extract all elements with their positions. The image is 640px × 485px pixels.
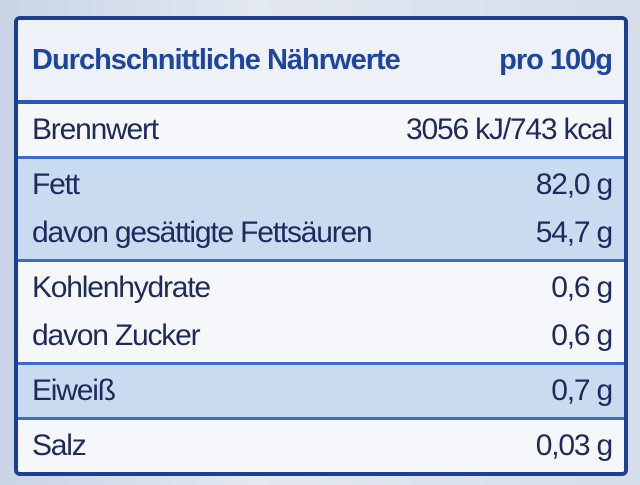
nutrient-row: Salz 0,03 g [18, 422, 624, 470]
nutrient-row: Kohlenhydrate 0,6 g [18, 264, 624, 312]
nutrient-name: davon Zucker [32, 319, 201, 352]
nutrient-name: Brennwert [32, 113, 159, 146]
nutrient-value: 82,0 g [535, 168, 613, 201]
nutrient-row: Eiweiß 0,7 g [18, 367, 624, 415]
nutrient-value: 3056 kJ/743 kcal [406, 113, 613, 146]
nutrient-value: 0,6 g [551, 319, 613, 352]
row-group: Eiweiß 0,7 g [18, 365, 624, 420]
nutrient-value: 54,7 g [535, 216, 613, 249]
header-unit: pro 100g [499, 43, 613, 76]
nutrient-row: davon Zucker 0,6 g [18, 312, 624, 360]
row-group: Brennwert 3056 kJ/743 kcal [18, 104, 624, 159]
nutrition-table: Durchschnittliche Nährwerte pro 100g Bre… [14, 16, 628, 476]
table-header: Durchschnittliche Nährwerte pro 100g [18, 20, 624, 104]
row-group: Kohlenhydrate 0,6 g davon Zucker 0,6 g [18, 262, 624, 365]
nutrient-value: 0,03 g [535, 429, 613, 462]
nutrient-name: Fett [32, 168, 80, 201]
row-group: Fett 82,0 g davon gesättigte Fettsäuren 54,… [18, 159, 624, 262]
nutrient-row: Brennwert 3056 kJ/743 kcal [18, 106, 624, 154]
nutrient-value: 0,6 g [551, 271, 613, 304]
nutrient-name: davon gesättigte Fettsäuren [32, 216, 373, 249]
row-group: Salz 0,03 g [18, 420, 624, 472]
nutrient-row: Fett 82,0 g [18, 161, 624, 209]
nutrient-name: Salz [32, 429, 87, 462]
nutrient-name: Eiweiß [32, 374, 116, 407]
nutrient-value: 0,7 g [551, 374, 613, 407]
nutrient-row: davon gesättigte Fettsäuren 54,7 g [18, 209, 624, 257]
nutrient-name: Kohlenhydrate [32, 271, 211, 304]
header-title: Durchschnittliche Nährwerte [32, 43, 401, 76]
